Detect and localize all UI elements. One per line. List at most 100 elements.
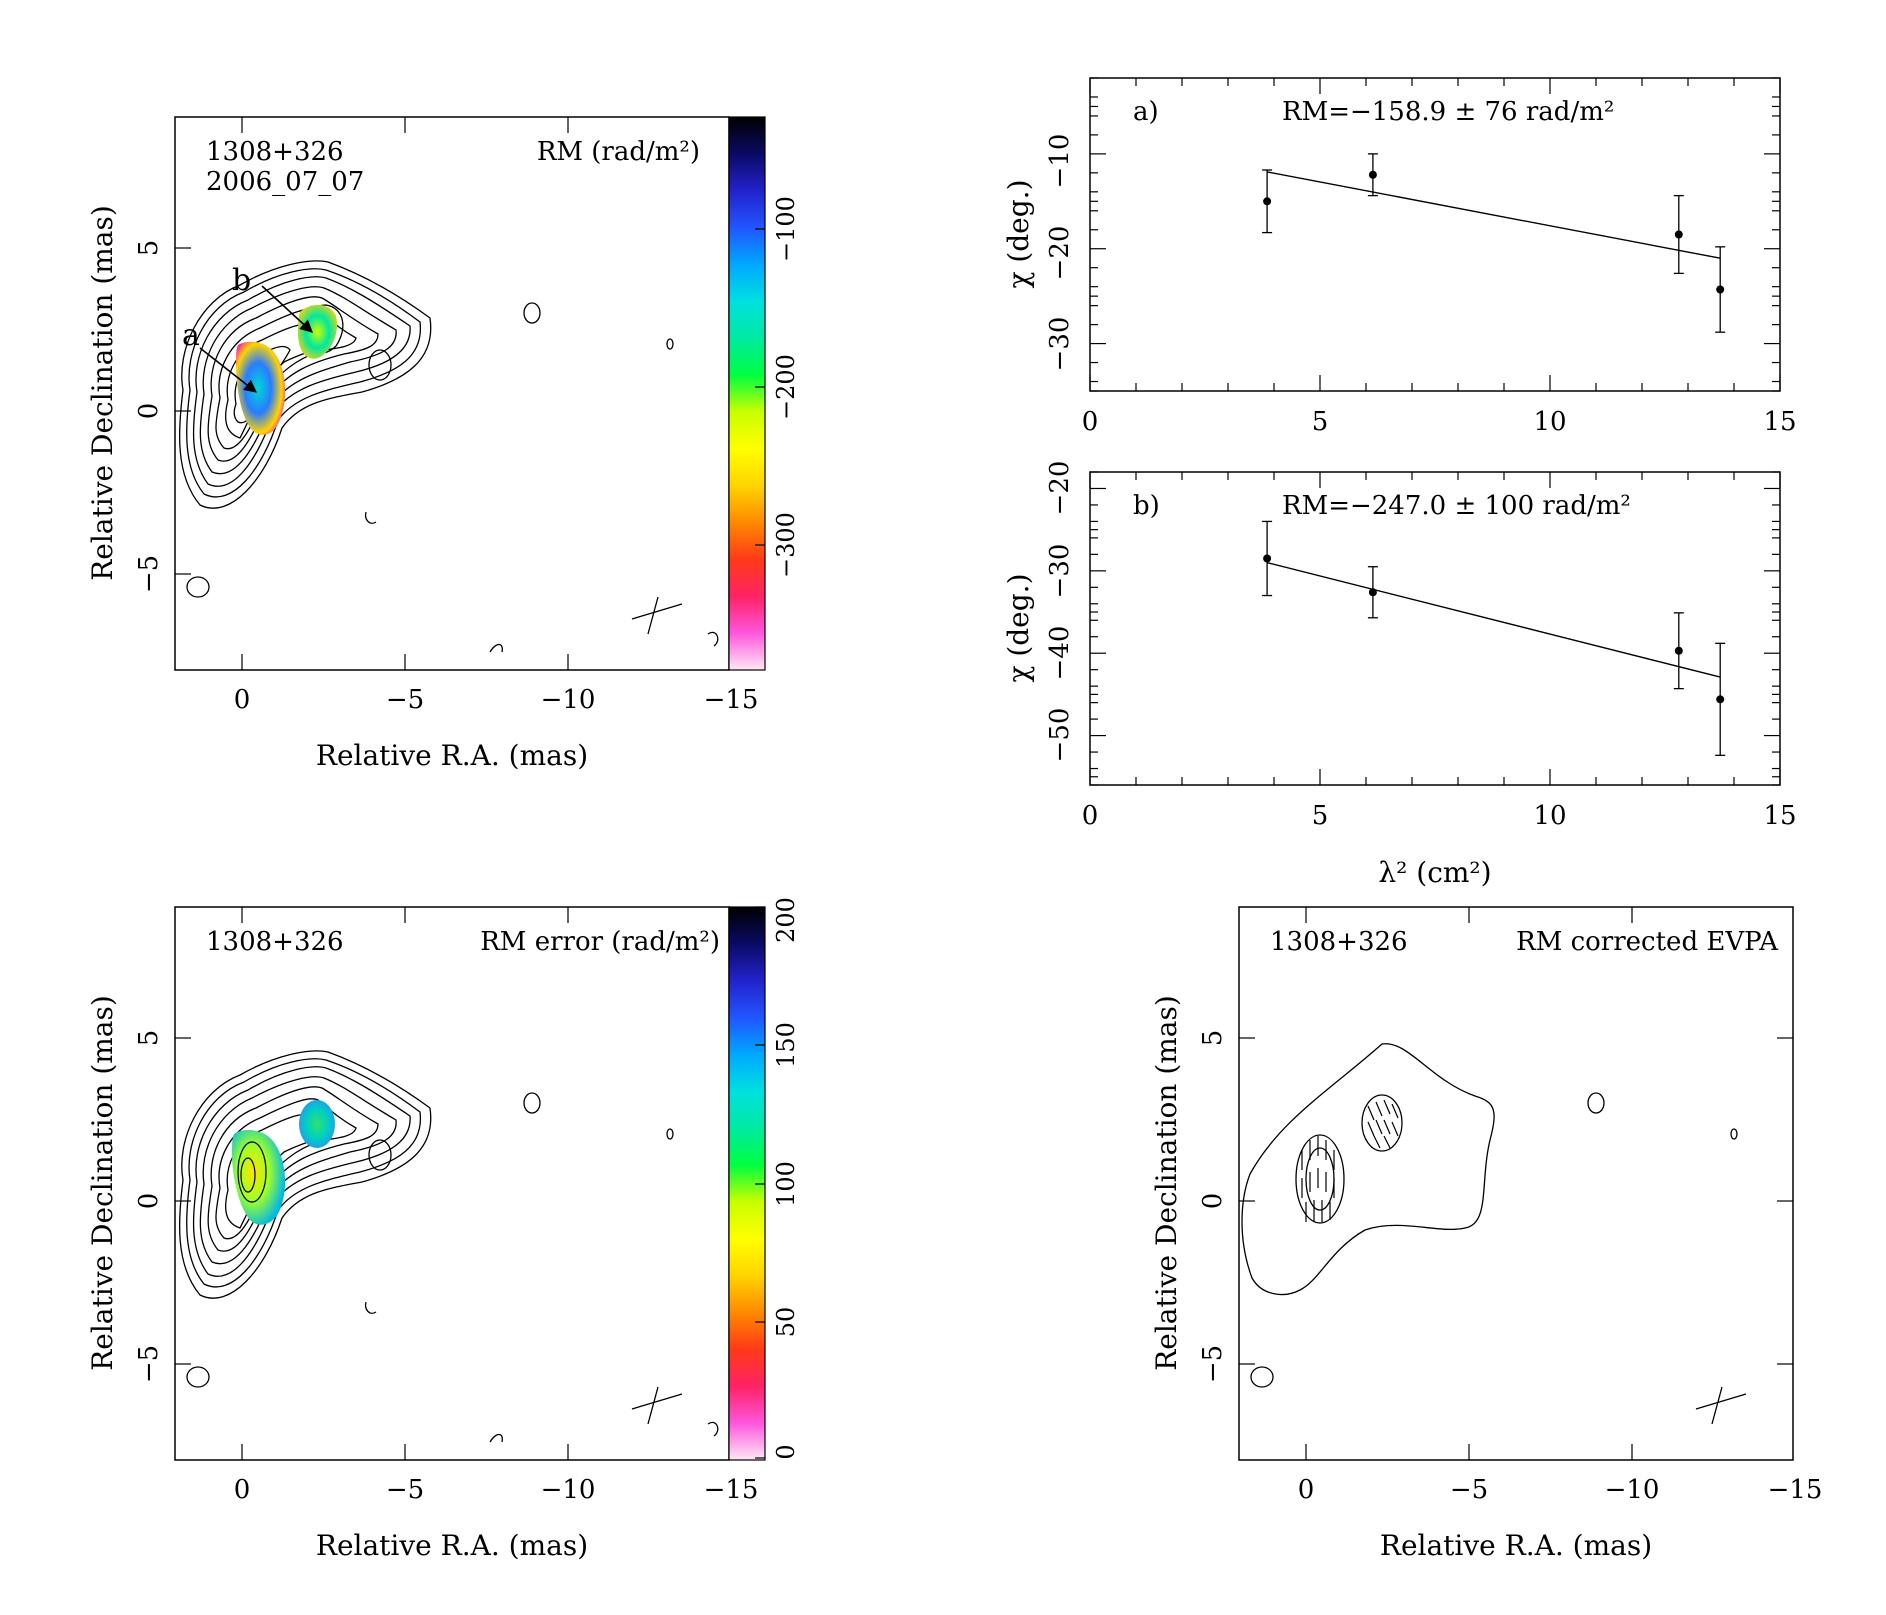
evpa-vectors	[1301, 1099, 1399, 1222]
evpa-ticks	[1239, 907, 1793, 1460]
rm-map-panel: a b 1308+326 2006_07_07 RM (rad/m²) 0 −5…	[86, 116, 800, 772]
rm-map-xtick-0: 0	[234, 685, 251, 715]
rm-map-ytick-0: −5	[134, 555, 164, 593]
fit-a-point	[1368, 170, 1377, 179]
fit-a-point	[1674, 230, 1683, 239]
rm-map-quantity: RM (rad/m²)	[537, 137, 700, 167]
fit-b-ytick-2: −40	[1045, 626, 1075, 681]
rm-map-ytick-2: 5	[134, 240, 164, 257]
fit-b-panel: b) RM=−247.0 ± 100 rad/m² 0 5 10 15 −20 …	[1002, 461, 1797, 889]
fit-b-rm: RM=−247.0 ± 100 rad/m²	[1282, 491, 1631, 521]
fit-b-ytick-1: −30	[1045, 544, 1075, 599]
marker-a: a	[182, 318, 200, 353]
rm-error-xtick-0: 0	[234, 1475, 251, 1505]
fit-a-ytick-0: −10	[1045, 134, 1075, 189]
rm-colorbar-tick-2: −300	[772, 512, 800, 578]
rm-error-xlabel: Relative R.A. (mas)	[316, 1529, 588, 1562]
fit-b-point	[1368, 588, 1377, 597]
rm-error-xtick-1: −5	[386, 1475, 424, 1505]
rm-error-ytick-2: 5	[134, 1030, 164, 1047]
rm-error-region-b	[299, 1100, 335, 1148]
rm-error-xtick-2: −10	[541, 1475, 596, 1505]
rm-map-xtick-1: −5	[386, 685, 424, 715]
evpa-ytick-0: −5	[1198, 1345, 1228, 1383]
evpa-ylabel: Relative Declination (mas)	[1150, 995, 1183, 1371]
rm-region-a	[236, 341, 286, 435]
fit-b-xtick-2: 10	[1533, 801, 1566, 831]
rm-error-contours	[178, 1050, 719, 1443]
fit-a-xtick-3: 15	[1763, 407, 1796, 437]
rm-error-colorbar-tick-1: 150	[772, 1022, 800, 1068]
fit-b-tag: b)	[1133, 491, 1160, 521]
evpa-ytick-2: 5	[1198, 1030, 1228, 1047]
rm-error-ytick-0: −5	[134, 1345, 164, 1383]
evpa-quantity: RM corrected EVPA	[1516, 927, 1779, 957]
evpa-xtick-1: −5	[1450, 1475, 1488, 1505]
rm-error-ticks	[175, 907, 569, 1460]
fit-a-ytick-2: −30	[1045, 317, 1075, 372]
rm-colorbar	[728, 116, 766, 671]
rm-map-xtick-3: −15	[704, 685, 759, 715]
evpa-contours	[1241, 1043, 1747, 1425]
rm-map-ylabel: Relative Declination (mas)	[86, 205, 119, 581]
fit-a-marks	[1262, 153, 1726, 333]
rm-map-contours	[178, 260, 719, 653]
rm-map-ytick-1: 0	[134, 403, 164, 420]
fit-a-xtick-1: 5	[1312, 407, 1329, 437]
marker-b: b	[232, 263, 251, 298]
fit-b-ylabel: χ (deg.)	[1002, 573, 1035, 682]
fit-a-panel: a) RM=−158.9 ± 76 rad/m² 0 5 10 15 −10 −…	[1002, 77, 1797, 437]
evpa-xtick-3: −15	[1768, 1475, 1823, 1505]
arrow-b	[261, 285, 313, 333]
rm-colorbar-tick-0: −100	[772, 196, 800, 262]
fit-a-ticks	[1089, 77, 1781, 392]
rm-error-colorbar-tick-0: 200	[772, 897, 800, 943]
fit-a-tag: a)	[1133, 97, 1159, 127]
fit-a-point	[1263, 197, 1272, 206]
fit-a-xtick-0: 0	[1082, 407, 1099, 437]
rm-error-colorbar-tick-4: 0	[772, 1444, 800, 1459]
fit-a-ylabel: χ (deg.)	[1002, 179, 1035, 288]
fit-a-ytick-1: −20	[1045, 226, 1075, 281]
arrow-a	[199, 347, 258, 393]
fit-b-marks	[1262, 520, 1726, 756]
rm-error-ylabel: Relative Declination (mas)	[86, 995, 119, 1371]
rm-map-xtick-2: −10	[541, 685, 596, 715]
rm-error-ytick-1: 0	[134, 1193, 164, 1210]
rm-map-xlabel: Relative R.A. (mas)	[316, 739, 588, 772]
rm-error-xtick-3: −15	[704, 1475, 759, 1505]
fit-b-fit-line	[1266, 561, 1721, 678]
rm-map-ticks	[175, 117, 569, 670]
rm-error-colorbar-tick-2: 100	[772, 1161, 800, 1207]
fit-b-ytick-0: −20	[1045, 461, 1075, 516]
fit-a-point	[1716, 285, 1725, 294]
rm-error-source: 1308+326	[206, 927, 344, 957]
evpa-source: 1308+326	[1270, 927, 1408, 957]
fit-a-rm: RM=−158.9 ± 76 rad/m²	[1282, 97, 1614, 127]
fit-b-point	[1716, 695, 1725, 704]
fit-b-point	[1263, 554, 1272, 563]
evpa-xtick-0: 0	[1298, 1475, 1315, 1505]
fit-a-frame	[1089, 77, 1781, 392]
fit-b-ytick-3: −50	[1045, 708, 1075, 763]
fit-b-xtick-3: 15	[1763, 801, 1796, 831]
rm-error-region-a	[232, 1130, 286, 1225]
evpa-frame	[1238, 906, 1794, 1461]
fit-a-fit-line	[1266, 171, 1721, 259]
fit-b-xtick-0: 0	[1082, 801, 1099, 831]
evpa-ytick-1: 0	[1198, 1193, 1228, 1210]
fit-b-ticks	[1089, 471, 1781, 786]
rm-map-date: 2006_07_07	[206, 167, 364, 197]
rm-map-source: 1308+326	[206, 137, 344, 167]
fit-b-xlabel: λ² (cm²)	[1378, 856, 1491, 889]
rm-error-panel: 1308+326 RM error (rad/m²) 0 −5 −10 −15 …	[86, 897, 800, 1562]
rm-error-quantity: RM error (rad/m²)	[480, 927, 720, 957]
fit-a-xtick-2: 10	[1533, 407, 1566, 437]
rm-region-b	[298, 304, 338, 359]
fit-b-xtick-1: 5	[1312, 801, 1329, 831]
fit-b-frame	[1089, 471, 1781, 786]
rm-error-colorbar-tick-3: 50	[772, 1307, 800, 1338]
evpa-panel: 1308+326 RM corrected EVPA 0 −5 −10 −15 …	[1150, 906, 1823, 1562]
evpa-xlabel: Relative R.A. (mas)	[1380, 1529, 1652, 1562]
